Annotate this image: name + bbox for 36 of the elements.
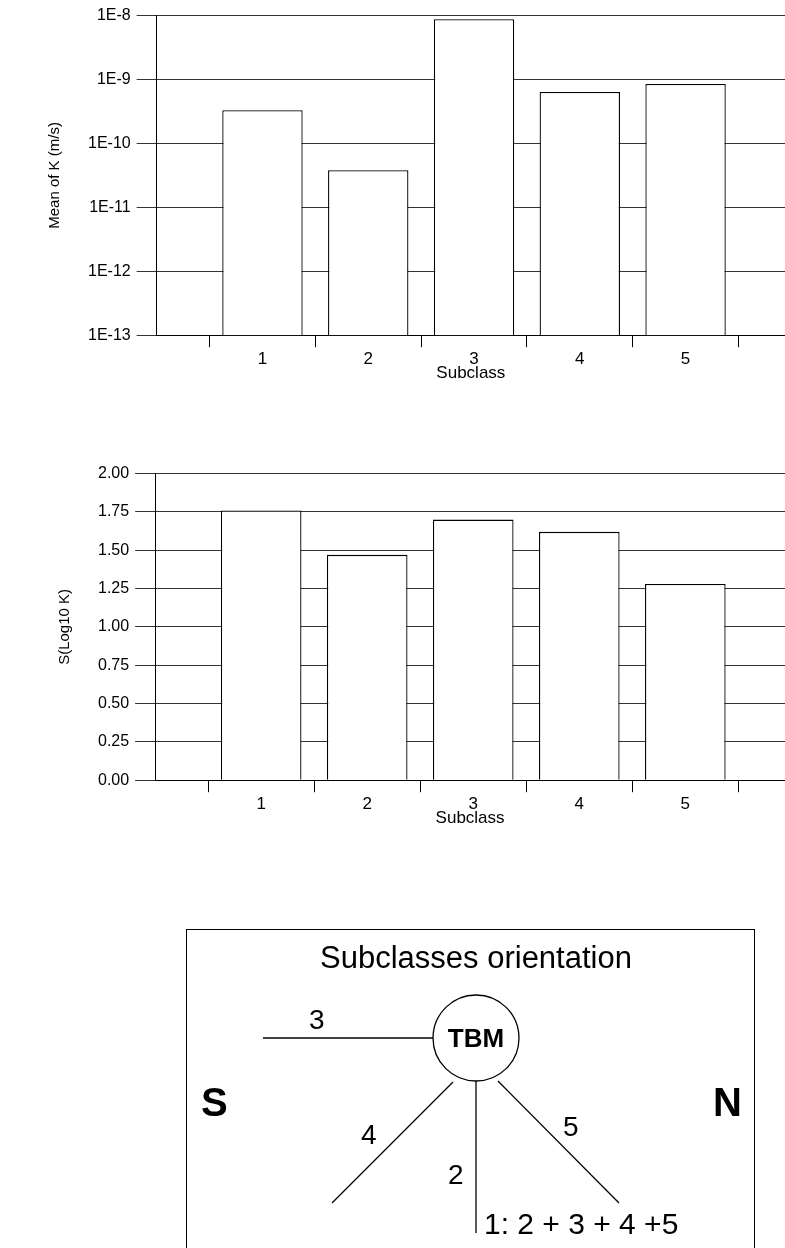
y-tick-label: 1.25 [98,578,130,596]
text: N [713,1080,742,1124]
y-tick-label: 0.00 [98,770,130,788]
x-axis-title: Subclass [435,808,505,828]
y-tick-label: 2.00 [98,464,130,482]
y-tick-label: 1E-11 [89,197,131,215]
text: 3 [309,1004,325,1035]
text: 2 [448,1159,464,1190]
x-axis-title: Subclass [436,363,506,383]
x-tick-label: 1 [256,794,266,814]
y-axis-title: Mean of K (m/s) [45,122,63,229]
x-tick-label: 5 [680,794,691,814]
y-tick-label: 1E-13 [87,325,131,343]
x-tick-label: 4 [574,794,585,814]
y-tick-label: 1E-10 [87,133,131,151]
y-tick-label: 1E-8 [96,6,131,24]
y-axis-title: S(Log10 K) [55,588,73,665]
x-tick-label: 2 [362,794,372,814]
x-tick-label: 5 [680,349,691,369]
x-tick-label: 2 [363,349,373,369]
text: 4 [361,1119,377,1150]
y-tick-label: 1E-12 [87,261,131,279]
y-tick-label: 0.25 [98,732,130,750]
text: Subclasses orientation [320,940,632,975]
x-tick-label: 1 [257,349,268,369]
y-tick-label: 1.00 [98,617,130,635]
text: 5 [563,1111,579,1142]
y-tick-label: 0.50 [98,693,130,711]
y-tick-label: 1.75 [98,502,130,520]
y-tick-label: 0.75 [98,655,130,673]
text: S [201,1080,228,1124]
text: 1: 2 + 3 + 4 +5 [484,1207,679,1240]
text: TBM [447,1023,505,1053]
y-tick-label: 1.50 [98,540,130,558]
y-tick-label: 1E-9 [96,69,131,87]
x-tick-label: 4 [575,349,585,369]
